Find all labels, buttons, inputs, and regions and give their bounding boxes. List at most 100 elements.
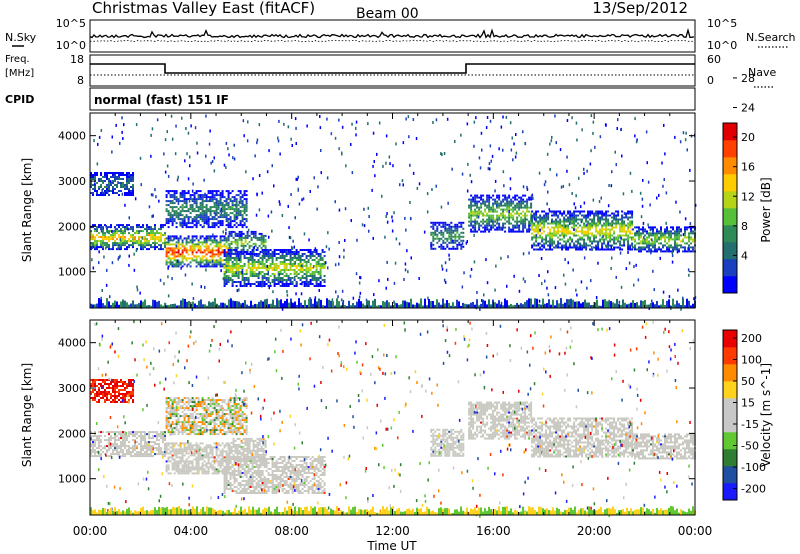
power-cell [108, 172, 110, 174]
power-cell [201, 261, 204, 264]
power-cell [203, 178, 205, 182]
power-cell [179, 261, 182, 264]
power-cell [227, 259, 230, 261]
power-cell [654, 249, 657, 253]
power-cell [247, 279, 250, 281]
power-cell [212, 301, 214, 308]
power-cell [223, 281, 226, 283]
power-cell [577, 246, 580, 249]
power-cell [668, 240, 670, 243]
power-cell [688, 232, 690, 235]
power-cell [330, 132, 333, 136]
power-cell [486, 116, 489, 119]
power-cell [585, 246, 588, 249]
power-cell [217, 204, 220, 207]
power-cell [232, 240, 235, 243]
power-cell [110, 224, 112, 227]
power-cell [167, 255, 170, 258]
power-cell [96, 182, 98, 184]
power-cell [506, 216, 509, 219]
power-cell [234, 242, 237, 245]
power-cell [561, 248, 564, 251]
power-cell [488, 216, 491, 219]
power-cell [599, 240, 602, 243]
power-cell [492, 194, 495, 197]
power-cell [561, 226, 564, 229]
power-cell [544, 180, 547, 184]
power-cell [634, 232, 636, 235]
power-cell [245, 269, 248, 271]
power-cell [442, 221, 445, 224]
power-cell [524, 206, 527, 209]
power-cell [518, 226, 521, 229]
power-cell [506, 284, 508, 288]
power-cell [235, 200, 238, 203]
velocity-cell [90, 453, 92, 456]
power-cell [597, 220, 600, 223]
power-cell [670, 234, 672, 237]
power-cell [638, 248, 640, 251]
power-cell [116, 301, 118, 308]
power-cell [650, 244, 652, 247]
power-cell [235, 212, 238, 215]
power-cell [537, 248, 540, 251]
power-cell [623, 244, 626, 247]
power-cell [110, 190, 112, 192]
power-cell [307, 281, 310, 283]
power-cell [506, 200, 509, 203]
power-cell [492, 202, 495, 205]
power-cell [167, 200, 170, 203]
power-cell [631, 248, 634, 251]
power-cell [359, 276, 362, 280]
power-cell [185, 204, 188, 207]
power-cell [553, 220, 556, 223]
power-cell [430, 225, 433, 228]
power-cell [257, 285, 260, 287]
power-cell [615, 163, 617, 167]
power-cell [496, 194, 499, 197]
power-cell [482, 222, 485, 225]
power-cell [247, 267, 250, 269]
power-cell [114, 240, 116, 243]
power-cell [617, 246, 620, 249]
power-cell [298, 298, 300, 308]
power-cell [112, 174, 114, 176]
power-cell [670, 244, 672, 247]
power-cell [209, 239, 212, 242]
power-cell [500, 304, 502, 308]
power-cell [563, 228, 566, 231]
power-cell [203, 249, 206, 252]
power-cell [110, 248, 112, 251]
power-cell [568, 222, 571, 226]
velocity-cell [120, 455, 122, 458]
power-cell [205, 237, 208, 240]
power-cell [130, 178, 132, 180]
power-cell [102, 242, 104, 245]
power-cell [167, 190, 170, 193]
power-cell [186, 264, 188, 268]
power-cell [191, 307, 194, 311]
power-cell [555, 230, 558, 233]
power-cell [287, 275, 290, 277]
power-cell [432, 239, 435, 242]
power-cell [130, 180, 132, 182]
velocity-cell [102, 451, 104, 454]
power-cell [104, 238, 106, 241]
power-cell [245, 202, 248, 205]
power-cell [110, 230, 112, 233]
power-cell [547, 212, 550, 215]
power-cell [486, 224, 489, 227]
power-cell [251, 261, 254, 263]
velocity-cell [94, 439, 96, 442]
power-cell [498, 147, 500, 151]
power-cell [215, 198, 218, 201]
power-cell [264, 234, 267, 237]
power-cell [509, 187, 512, 191]
power-cell [563, 220, 566, 223]
power-cell [128, 263, 130, 267]
power-cell [231, 273, 234, 275]
power-cell [605, 248, 608, 251]
power-cell [187, 177, 190, 181]
power-cell [470, 180, 473, 184]
power-cell [185, 257, 188, 260]
